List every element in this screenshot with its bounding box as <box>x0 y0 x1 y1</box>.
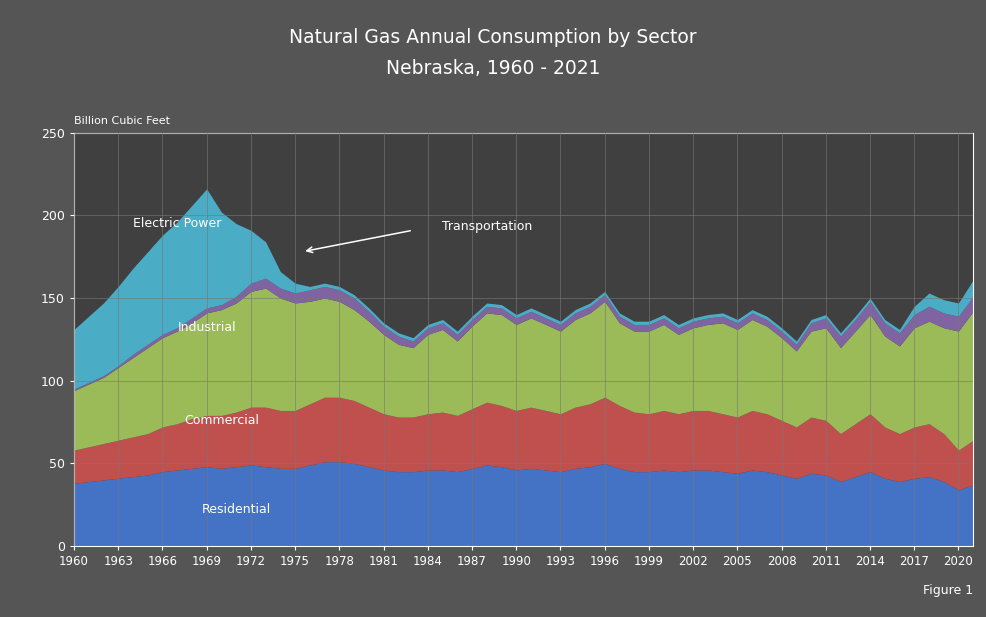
Text: Nebraska, 1960 - 2021: Nebraska, 1960 - 2021 <box>386 59 600 78</box>
Text: Electric Power: Electric Power <box>133 217 221 230</box>
Text: Natural Gas Annual Consumption by Sector: Natural Gas Annual Consumption by Sector <box>289 28 697 47</box>
Text: Transportation: Transportation <box>443 220 532 233</box>
Text: Residential: Residential <box>201 503 271 516</box>
Text: Billion Cubic Feet: Billion Cubic Feet <box>74 117 170 126</box>
Text: Commercial: Commercial <box>183 414 259 427</box>
Text: Industrial: Industrial <box>177 321 236 334</box>
Text: Figure 1: Figure 1 <box>923 584 973 597</box>
